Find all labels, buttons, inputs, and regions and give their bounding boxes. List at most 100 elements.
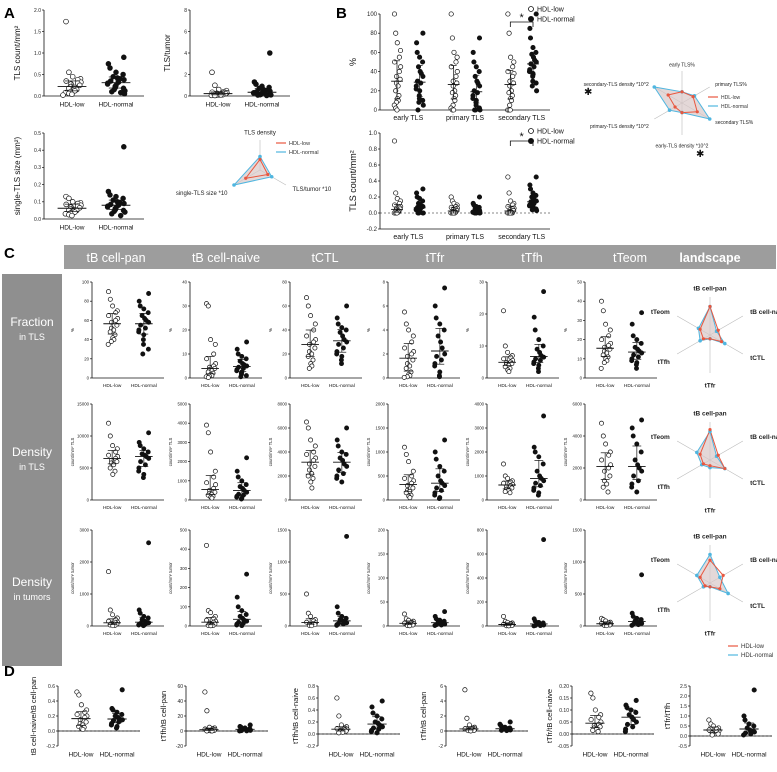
hdl-normal-point [630, 433, 636, 439]
hdl-low-point [78, 702, 84, 708]
y-axis-label: tTfr/tB cell-pan [419, 692, 428, 741]
radar-panel-b: early TLS% primary TLS% secondary TLS% earl… [584, 63, 754, 150]
hdl-low-point [310, 475, 316, 481]
hdl-low-point [311, 449, 317, 455]
y-axis-label: count/mm² TLS [70, 438, 75, 467]
x-label-hdl-low: HDL-low [498, 505, 517, 511]
chart-C-r1c0: 0 5000 10000 15000 count/mm² TLS HDL-low HDL-n… [70, 402, 164, 511]
hdl-low-point [82, 709, 88, 715]
chart-C-r1c5: 0 2000 4000 6000 count/mm² TLS HDL-low HDL-nor… [563, 402, 657, 511]
x-label-hdl-low: HDL-low [582, 752, 607, 759]
y-tick-label: 150 [378, 552, 386, 557]
hdl-low-point [69, 212, 75, 219]
y-tick-label: 2000 [277, 474, 287, 479]
y-tick-label: 60 [282, 304, 287, 309]
hdl-normal-point [631, 473, 637, 479]
hdl-low-point [607, 473, 613, 479]
radar-vertex-low [698, 575, 702, 579]
group-legend: HDL-low HDL-normal [528, 128, 575, 146]
hdl-low-point [76, 692, 82, 698]
y-axis-label: % [268, 328, 273, 332]
hdl-low-point [506, 369, 512, 375]
y-tick-label: 4000 [474, 402, 484, 407]
hdl-low-point [454, 54, 460, 60]
hdl-normal-point [541, 289, 547, 295]
radar-vertex-low [673, 105, 677, 109]
y-tick-label: 500 [378, 474, 386, 479]
hdl-low-point [106, 569, 111, 575]
hdl-low-point [208, 449, 214, 455]
hdl-low-point [306, 365, 312, 371]
hdl-normal-point [437, 374, 442, 380]
hdl-low-point [502, 489, 508, 495]
hdl-low-point [454, 69, 460, 75]
hdl-normal-point [633, 697, 639, 703]
chart-C-r1c3: 0 500 1000 1500 2000 count/mm² TLS HDL-low HDL-… [366, 402, 460, 511]
chart-C-r0c2: 0 20 40 60 80% HDL-low HDL-normal [268, 280, 362, 389]
x-label-hdl-low: HDL-low [103, 631, 122, 637]
y-tick-label: 0.1 [34, 200, 41, 206]
x-label-hdl-normal: HDL-normal [624, 383, 650, 389]
y-tick-label: 20 [84, 356, 89, 361]
hdl-normal-point [541, 413, 547, 419]
hdl-normal-point [434, 485, 440, 491]
x-label-hdl-low: HDL-low [498, 383, 517, 389]
radar-vertex-low [721, 573, 725, 578]
x-label-hdl-low: HDL-low [399, 631, 418, 637]
y-tick-label: 0.2 [48, 714, 55, 720]
hdl-normal-point [472, 107, 478, 113]
hdl-low-point [304, 333, 310, 339]
hdl-normal-point [108, 722, 114, 728]
x-label-hdl-normal: HDL-normal [427, 383, 453, 389]
hdl-normal-point [235, 351, 241, 357]
y-tick-label: 30 [182, 304, 187, 309]
hdl-normal-point [120, 195, 126, 202]
radar-vertex-normal [708, 552, 712, 557]
hdl-low-point [107, 607, 113, 613]
y-axis-label: count/mm² TLS [366, 438, 371, 467]
hdl-normal-point [751, 723, 757, 729]
hdl-normal-point [531, 64, 537, 70]
hdl-normal-point [433, 456, 439, 462]
hdl-low-point [308, 613, 314, 619]
hdl-normal-point [438, 339, 444, 345]
radar-legend: HDL-low HDL-normal [728, 644, 773, 659]
radar-vertex-low [718, 587, 722, 591]
hdl-normal-point [140, 337, 146, 343]
row-label-sub: in TLS [19, 332, 45, 342]
hdl-low-point [505, 349, 511, 355]
y-tick-label: 0.8 [308, 684, 315, 690]
radar-vertex-low [719, 340, 724, 344]
hdl-normal-point [235, 474, 241, 480]
y-tick-label: 0 [374, 108, 378, 114]
chart-C-r2c1: 0 100 200 300 400 500 count/mm² tumor HDL-low HD… [168, 528, 262, 637]
y-tick-label: 0.4 [369, 179, 378, 185]
row-labels: Fraction in TLS Density in TLS Density in tum… [10, 315, 53, 602]
x-label-hdl-normal: HDL-normal [360, 752, 396, 759]
hdl-normal-point [477, 107, 483, 113]
hdl-normal-point [107, 192, 113, 198]
hdl-normal-point [239, 623, 245, 629]
hdl-normal-point [142, 462, 148, 468]
x-label-hdl-low: HDL-low [700, 752, 725, 759]
y-tick-label: 10 [479, 344, 484, 349]
y-tick-label: 6 [383, 304, 386, 309]
y-tick-label: -0.5 [678, 744, 687, 750]
hdl-normal-point [629, 425, 635, 431]
radar-axis-label: primary TLS% [715, 82, 747, 88]
x-label-hdl-low: HDL-low [60, 102, 85, 109]
hdl-normal-point [141, 306, 147, 312]
y-tick-label: 0.0 [34, 94, 41, 100]
radar-vertex-normal [723, 341, 727, 346]
y-tick-label: 500 [280, 592, 288, 597]
hdl-low-point [63, 18, 69, 25]
hdl-normal-point [243, 612, 249, 617]
y-tick-label: 2000 [474, 450, 484, 455]
y-tick-label: 2000 [177, 459, 187, 464]
y-axis-label: % [348, 58, 358, 66]
hdl-normal-point [119, 711, 125, 718]
y-tick-label: 30 [577, 318, 582, 323]
y-tick-label: 3000 [474, 426, 484, 431]
chart-C-r2c5: 0 500 1000 1500 count/mm² tumor HDL-low HDL-no… [563, 528, 657, 637]
hdl-low-point [309, 623, 315, 629]
